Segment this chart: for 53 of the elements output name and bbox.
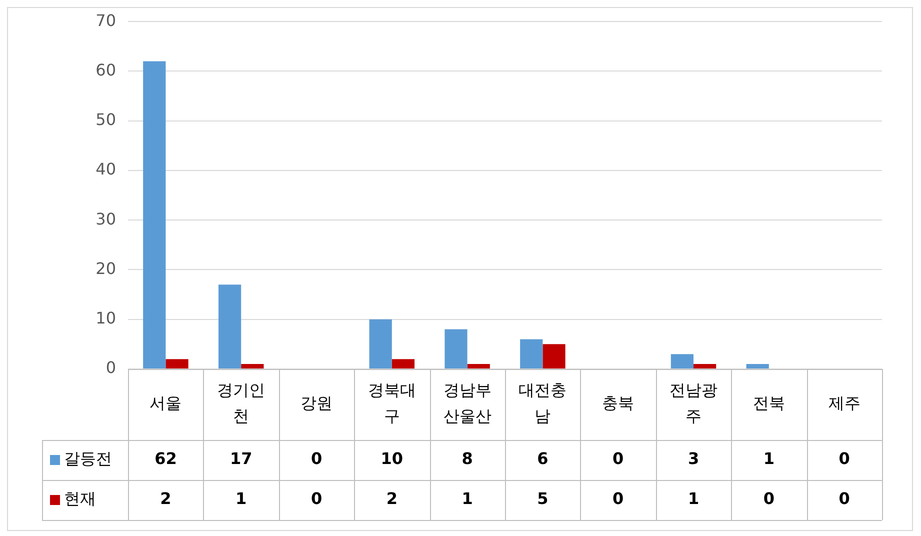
data-label: 1 xyxy=(236,489,247,508)
y-tick-label: 20 xyxy=(96,258,116,278)
bar xyxy=(542,344,566,368)
y-tick-label: 10 xyxy=(96,308,116,328)
x-tick-label: 전남광주 xyxy=(670,380,718,426)
bar xyxy=(444,329,468,368)
bar xyxy=(746,364,769,368)
x-tick-label: 충북 xyxy=(602,394,634,413)
x-tick-label: 경북대구 xyxy=(368,380,416,426)
data-label: 1 xyxy=(763,449,774,468)
bar xyxy=(670,354,694,368)
data-label: 0 xyxy=(612,449,624,468)
x-tick-label: 경남부산울산 xyxy=(443,380,492,426)
data-label: 17 xyxy=(230,449,252,468)
data-label: 8 xyxy=(462,449,473,468)
data-label: 0 xyxy=(310,489,322,508)
bar xyxy=(218,284,242,368)
y-tick-label: 50 xyxy=(96,110,116,130)
bar xyxy=(241,364,264,368)
data-label: 6 xyxy=(537,449,548,468)
bar xyxy=(392,359,415,368)
data-label: 0 xyxy=(310,449,322,468)
y-tick-label: 70 xyxy=(96,10,116,30)
data-label: 0 xyxy=(838,449,850,468)
data-label: 2 xyxy=(160,489,172,508)
y-tick-label: 30 xyxy=(96,209,116,228)
y-tick-label: 60 xyxy=(96,60,116,80)
bar xyxy=(520,339,543,368)
x-tick-label: 경기인천 xyxy=(217,380,266,426)
y-tick-label: 40 xyxy=(96,160,116,179)
bar xyxy=(467,364,490,368)
bar xyxy=(369,319,392,368)
x-tick-label: 대전충남 xyxy=(518,380,567,426)
legend-label: 갈등전 xyxy=(64,449,112,468)
x-tick-label: 제주 xyxy=(828,394,860,413)
bar xyxy=(694,364,716,368)
legend-label: 현재 xyxy=(64,489,96,508)
data-label: 1 xyxy=(462,489,473,508)
data-label: 0 xyxy=(612,489,624,508)
x-tick-label: 강원 xyxy=(300,394,332,413)
x-tick-label: 전북 xyxy=(752,394,785,413)
data-label: 5 xyxy=(537,489,548,508)
data-label: 3 xyxy=(688,449,700,468)
bar xyxy=(143,61,166,368)
data-label: 0 xyxy=(763,489,774,508)
data-label: 62 xyxy=(154,449,177,468)
data-label: 1 xyxy=(688,489,700,508)
x-tick-label: 서울 xyxy=(150,394,182,413)
bar xyxy=(166,359,188,368)
y-tick-label: 0 xyxy=(106,358,116,378)
data-label: 0 xyxy=(838,489,850,508)
data-label: 2 xyxy=(386,489,398,508)
data-label: 10 xyxy=(380,449,404,468)
